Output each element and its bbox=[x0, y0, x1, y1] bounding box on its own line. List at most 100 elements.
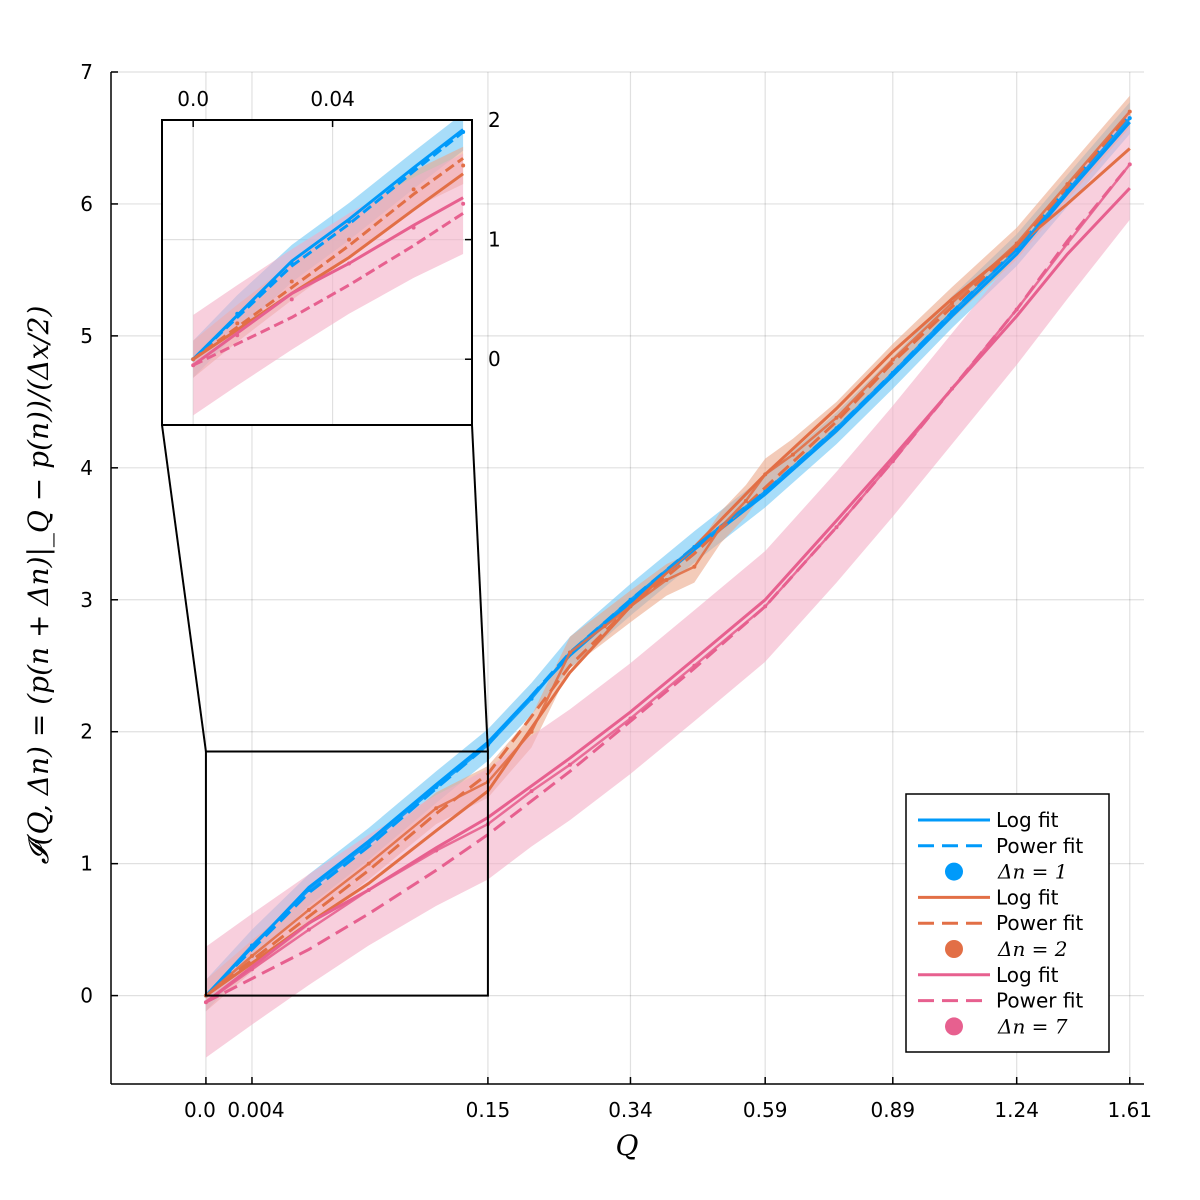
inset-power-fit-line bbox=[192, 157, 464, 361]
data-point bbox=[602, 624, 607, 629]
data-point bbox=[834, 426, 839, 431]
legend-label: Power fit bbox=[996, 989, 1083, 1013]
data-point bbox=[434, 785, 439, 790]
data-point bbox=[718, 525, 723, 530]
inset-data-point bbox=[461, 129, 466, 134]
data-point bbox=[763, 604, 768, 609]
legend-label: Log fit bbox=[996, 808, 1059, 832]
y-tick-label: 2 bbox=[80, 720, 93, 744]
y-axis-label: 𝓘(Q, Δn) = (p(n + Δn)|_Q − p(n))/(Δx/2) bbox=[22, 306, 55, 865]
inset-plot: 0.0 0.04 0 1 2 bbox=[161, 87, 501, 426]
data-point bbox=[949, 310, 954, 315]
data-point bbox=[567, 650, 572, 655]
inset-data-point bbox=[347, 219, 352, 224]
confidence-band bbox=[205, 108, 1130, 1058]
data-point bbox=[890, 370, 895, 375]
inset-data-point bbox=[347, 237, 352, 242]
data-point bbox=[366, 888, 371, 893]
x-tick-label: 0.59 bbox=[743, 1098, 788, 1122]
zoom-indicator bbox=[161, 424, 489, 997]
data-point bbox=[1065, 182, 1070, 187]
inset-data-point bbox=[461, 163, 466, 168]
data-point bbox=[1127, 109, 1132, 114]
inset-power-fit-line bbox=[192, 130, 465, 361]
data-point bbox=[790, 452, 795, 457]
inset-x-tick-label: 0.0 bbox=[177, 87, 209, 111]
data-point bbox=[949, 386, 954, 391]
y-tick-label: 1 bbox=[80, 852, 93, 876]
x-tick-label: 1.61 bbox=[1107, 1098, 1152, 1122]
data-point bbox=[529, 729, 534, 734]
x-axis-label: Q bbox=[616, 1129, 639, 1162]
inset-power-fit-line bbox=[192, 212, 464, 367]
x-tick-label: 1.24 bbox=[994, 1098, 1039, 1122]
data-point bbox=[306, 888, 311, 893]
data-point bbox=[763, 472, 768, 477]
y-tick-label: 0 bbox=[80, 984, 93, 1008]
inset-data-point bbox=[235, 321, 240, 326]
data-point bbox=[1065, 241, 1070, 246]
y-tick-label: 5 bbox=[80, 324, 93, 348]
data-point bbox=[249, 954, 254, 959]
legend-label: Δn = 7 bbox=[997, 1014, 1068, 1038]
data-point bbox=[834, 525, 839, 530]
data-point bbox=[567, 762, 572, 767]
inset-data-point bbox=[411, 225, 416, 230]
inset-data-point bbox=[191, 357, 196, 362]
inset-y-tick-label: 2 bbox=[488, 108, 501, 132]
inset-content bbox=[191, 120, 466, 416]
y-tick-label: 4 bbox=[80, 456, 93, 480]
data-point bbox=[529, 696, 534, 701]
inset-log-fit-line bbox=[192, 172, 464, 361]
legend-label: Δn = 1 bbox=[997, 860, 1068, 884]
main-axes: 0.0 0.004 0.15 0.34 0.59 0.89 1.24 1.61 0 1 2 3 4 5 6 7 bbox=[80, 60, 1152, 1122]
data-point bbox=[434, 848, 439, 853]
inset-data-point bbox=[347, 261, 352, 266]
data-point bbox=[366, 861, 371, 866]
data-point bbox=[692, 663, 697, 668]
data-point bbox=[249, 967, 254, 972]
x-tick-label: 0.34 bbox=[608, 1098, 653, 1122]
y-tick-label: 7 bbox=[80, 60, 93, 84]
inset-x-tick-label: 0.04 bbox=[310, 87, 355, 111]
data-point bbox=[1065, 188, 1070, 193]
inset-data-point bbox=[411, 187, 416, 192]
log-fit-line bbox=[204, 121, 1131, 997]
data-point bbox=[1014, 248, 1019, 253]
data-point bbox=[664, 577, 669, 582]
data-series-line bbox=[205, 110, 1131, 997]
inset-data-point bbox=[235, 311, 240, 316]
x-tick-label: 0.004 bbox=[227, 1098, 284, 1122]
power-fit-line bbox=[204, 113, 1131, 997]
zoom-connector-line bbox=[161, 424, 207, 752]
data-point bbox=[628, 604, 633, 609]
x-tick-label: 0.15 bbox=[466, 1098, 511, 1122]
inset-data-point bbox=[289, 279, 294, 284]
legend-marker bbox=[945, 940, 963, 958]
zoom-connector-line bbox=[471, 424, 489, 752]
data-point bbox=[743, 498, 748, 503]
legend-box bbox=[905, 793, 1110, 1053]
data-point bbox=[628, 716, 633, 721]
x-tick-label: 0.89 bbox=[871, 1098, 916, 1122]
inset-data-point bbox=[235, 333, 240, 338]
data-point bbox=[306, 927, 311, 932]
y-tick-label: 6 bbox=[80, 192, 93, 216]
inset-confidence-band bbox=[193, 153, 464, 416]
data-point bbox=[529, 789, 534, 794]
main-points bbox=[203, 109, 1132, 1005]
data-point bbox=[692, 544, 697, 549]
legend-label: Log fit bbox=[996, 963, 1059, 987]
x-tick-label: 0.0 bbox=[184, 1098, 216, 1122]
data-point bbox=[1127, 116, 1132, 121]
data-point bbox=[249, 943, 254, 948]
data-point bbox=[306, 907, 311, 912]
data-point bbox=[1127, 162, 1132, 167]
data-point bbox=[366, 841, 371, 846]
legend-marker bbox=[945, 862, 963, 881]
data-point bbox=[834, 415, 839, 420]
legend-label: Power fit bbox=[996, 834, 1083, 858]
inset-data-point bbox=[411, 168, 416, 173]
